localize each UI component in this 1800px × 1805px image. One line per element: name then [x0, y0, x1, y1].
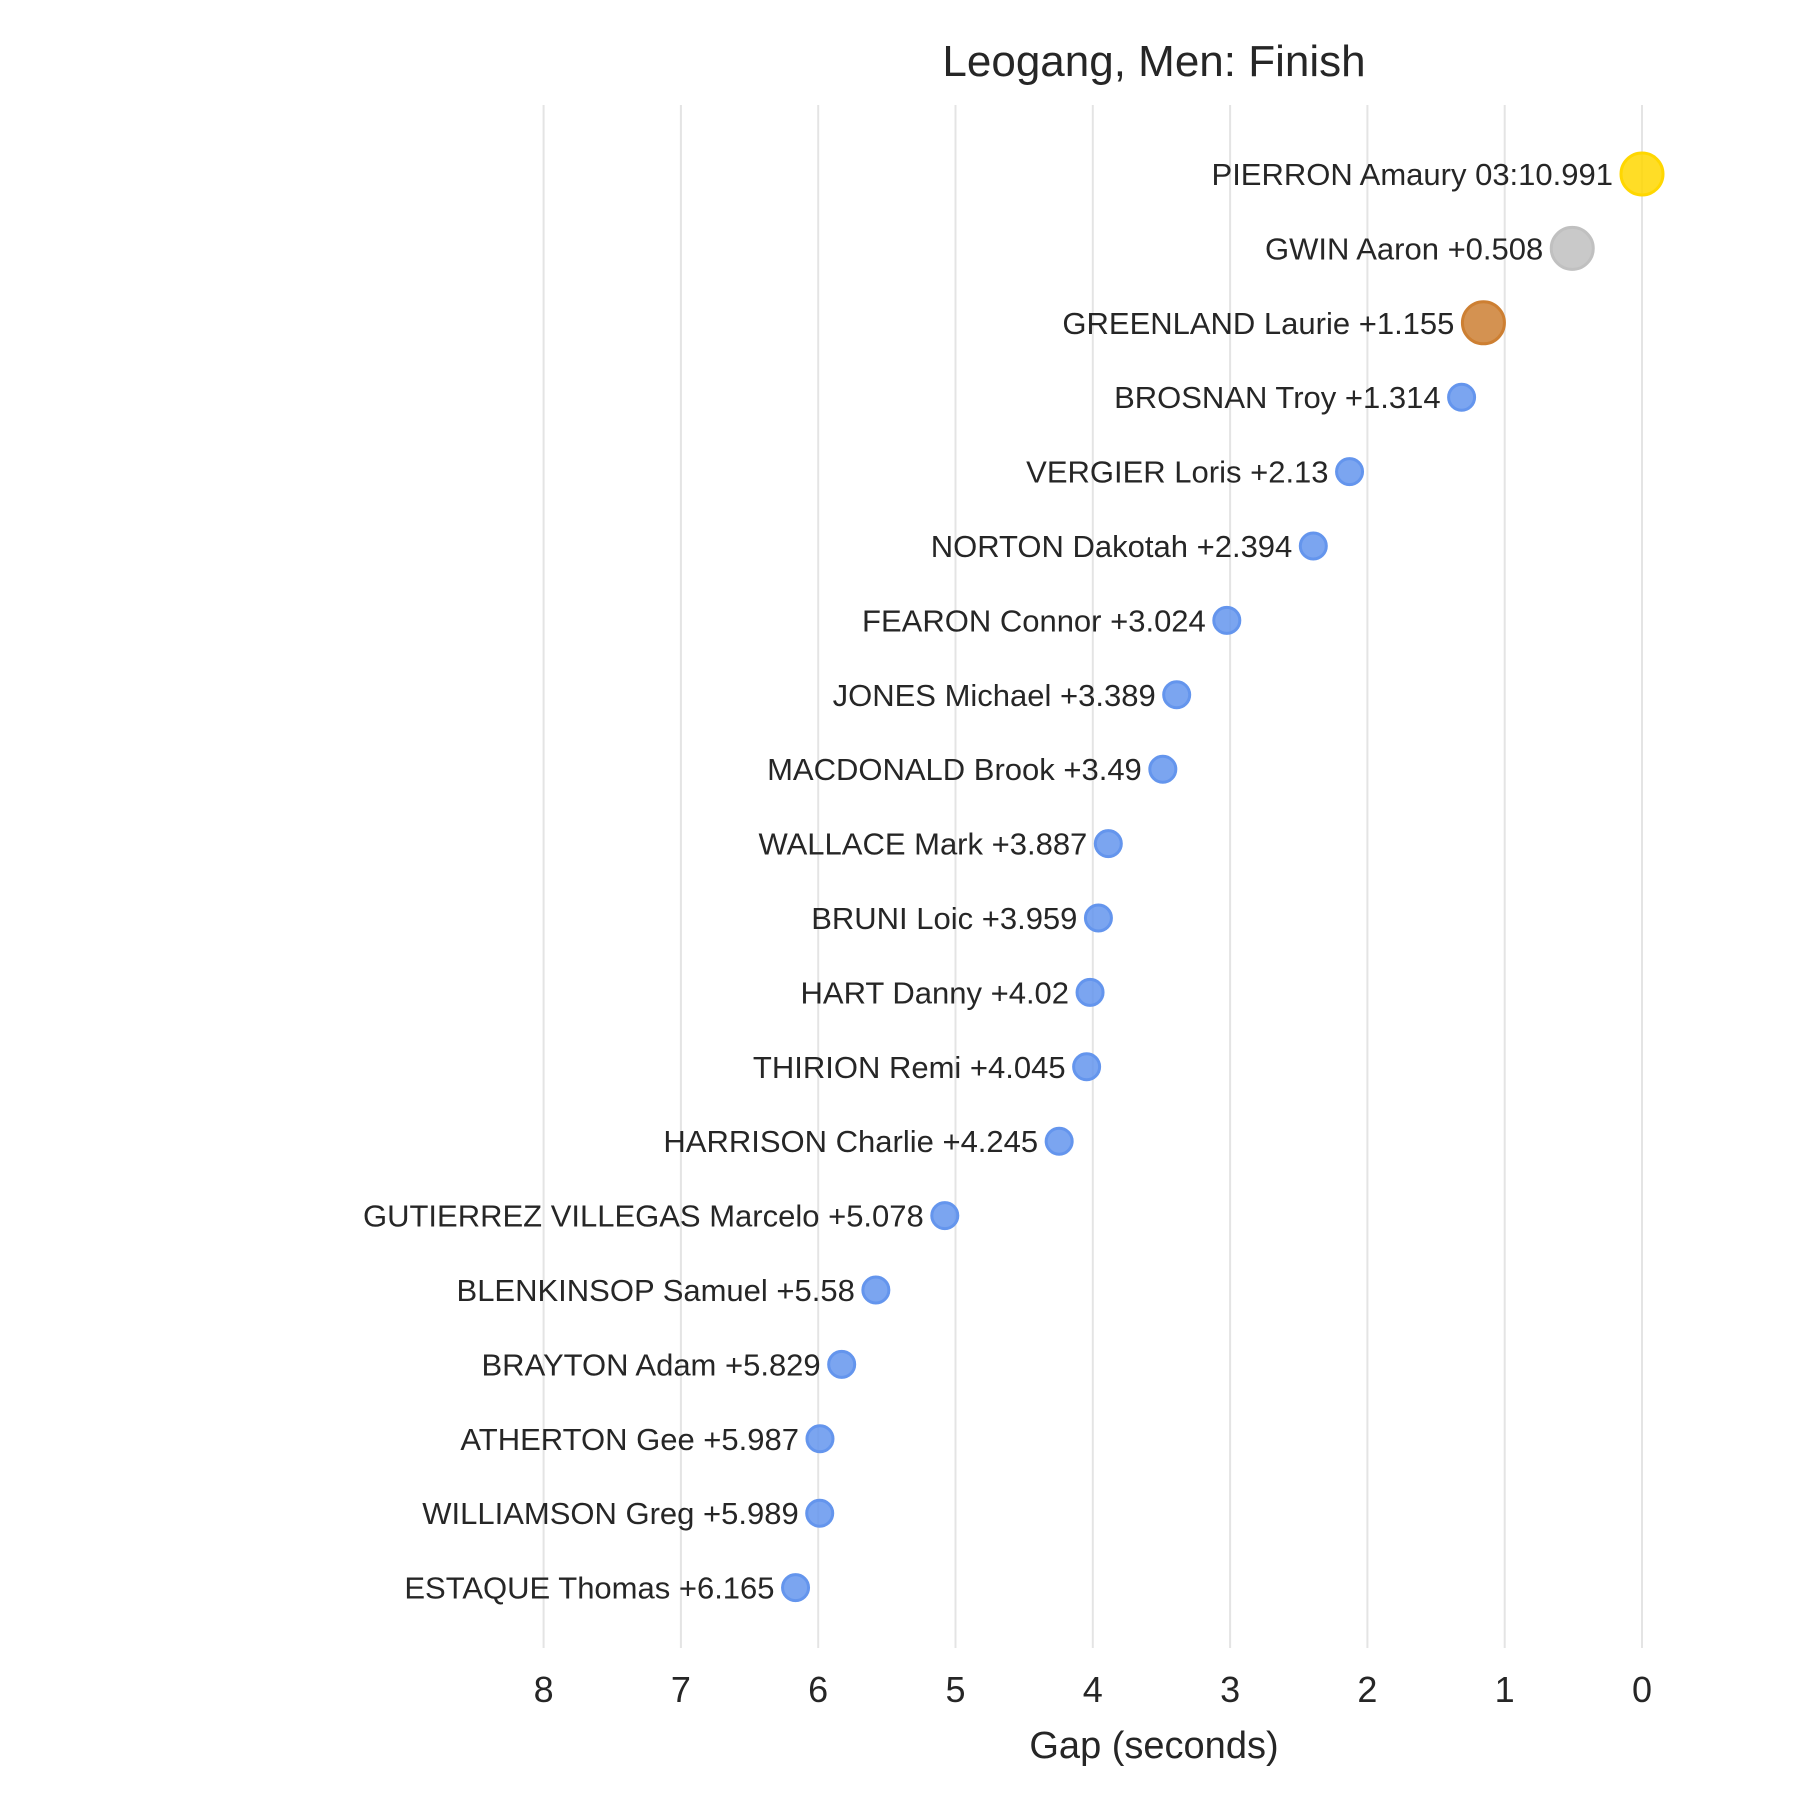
rider-label: ATHERTON Gee +5.987	[460, 1422, 799, 1457]
rider-label: HART Danny +4.02	[801, 975, 1070, 1010]
gridlines	[542, 105, 1643, 1648]
rider-label: NORTON Dakotah +2.394	[931, 529, 1293, 564]
rider-label: HARRISON Charlie +4.245	[663, 1124, 1038, 1159]
x-tick-label: 4	[1083, 1669, 1103, 1710]
rider-label: VERGIER Loris +2.13	[1026, 455, 1328, 490]
rider-label: ESTAQUE Thomas +6.165	[404, 1571, 774, 1606]
data-point-default	[1148, 754, 1178, 784]
x-axis-label: Gap (seconds)	[1029, 1725, 1278, 1767]
rider-label: WALLACE Mark +3.887	[759, 827, 1088, 862]
data-point-default	[1083, 903, 1113, 933]
data-point-bronze	[1460, 300, 1506, 346]
rider-label: BROSNAN Troy +1.314	[1114, 380, 1441, 415]
rider-label: THIRION Remi +4.045	[753, 1050, 1066, 1085]
data-point-default	[1212, 605, 1242, 635]
rider-label: BRUNI Loic +3.959	[811, 901, 1077, 936]
rider-label: GREENLAND Laurie +1.155	[1062, 306, 1454, 341]
data-point-default	[1162, 680, 1192, 710]
data-point-default	[930, 1201, 960, 1231]
rider-label: FEARON Connor +3.024	[862, 603, 1206, 638]
data-point-default	[1044, 1126, 1074, 1156]
rider-label: GWIN Aaron +0.508	[1265, 231, 1543, 266]
data-point-default	[1335, 457, 1365, 487]
data-point-default	[805, 1424, 835, 1454]
rider-label: BLENKINSOP Samuel +5.58	[457, 1273, 855, 1308]
rider-label: BRAYTON Adam +5.829	[482, 1347, 821, 1382]
data-point-default	[827, 1349, 857, 1379]
data-point-default	[1298, 531, 1328, 561]
rider-label: GUTIERREZ VILLEGAS Marcelo +5.078	[363, 1199, 924, 1234]
rider-label: PIERRON Amaury 03:10.991	[1212, 157, 1613, 192]
x-tick-label: 5	[945, 1669, 965, 1710]
rider-label: JONES Michael +3.389	[833, 678, 1156, 713]
data-points	[781, 151, 1665, 1603]
chart-title: Leogang, Men: Finish	[942, 37, 1365, 86]
data-point-gold	[1619, 151, 1665, 197]
data-point-silver	[1549, 225, 1595, 271]
rider-label: MACDONALD Brook +3.49	[767, 752, 1142, 787]
data-point-default	[805, 1498, 835, 1528]
rider-label: WILLIAMSON Greg +5.989	[422, 1496, 798, 1531]
x-axis-ticks: 8 7 6 5 4 3 2 1 0	[534, 1669, 1652, 1710]
data-point-default	[1075, 977, 1105, 1007]
x-tick-label: 7	[671, 1669, 691, 1710]
x-tick-label: 2	[1357, 1669, 1377, 1710]
data-point-default	[1072, 1052, 1102, 1082]
data-point-default	[1093, 829, 1123, 859]
x-tick-label: 1	[1495, 1669, 1515, 1710]
data-point-default	[1447, 382, 1477, 412]
x-tick-label: 0	[1632, 1669, 1652, 1710]
x-tick-label: 8	[534, 1669, 554, 1710]
x-tick-label: 3	[1220, 1669, 1240, 1710]
data-point-default	[861, 1275, 891, 1305]
x-tick-label: 6	[808, 1669, 828, 1710]
point-labels: PIERRON Amaury 03:10.991 GWIN Aaron +0.50…	[363, 157, 1613, 1606]
data-point-default	[781, 1573, 811, 1603]
